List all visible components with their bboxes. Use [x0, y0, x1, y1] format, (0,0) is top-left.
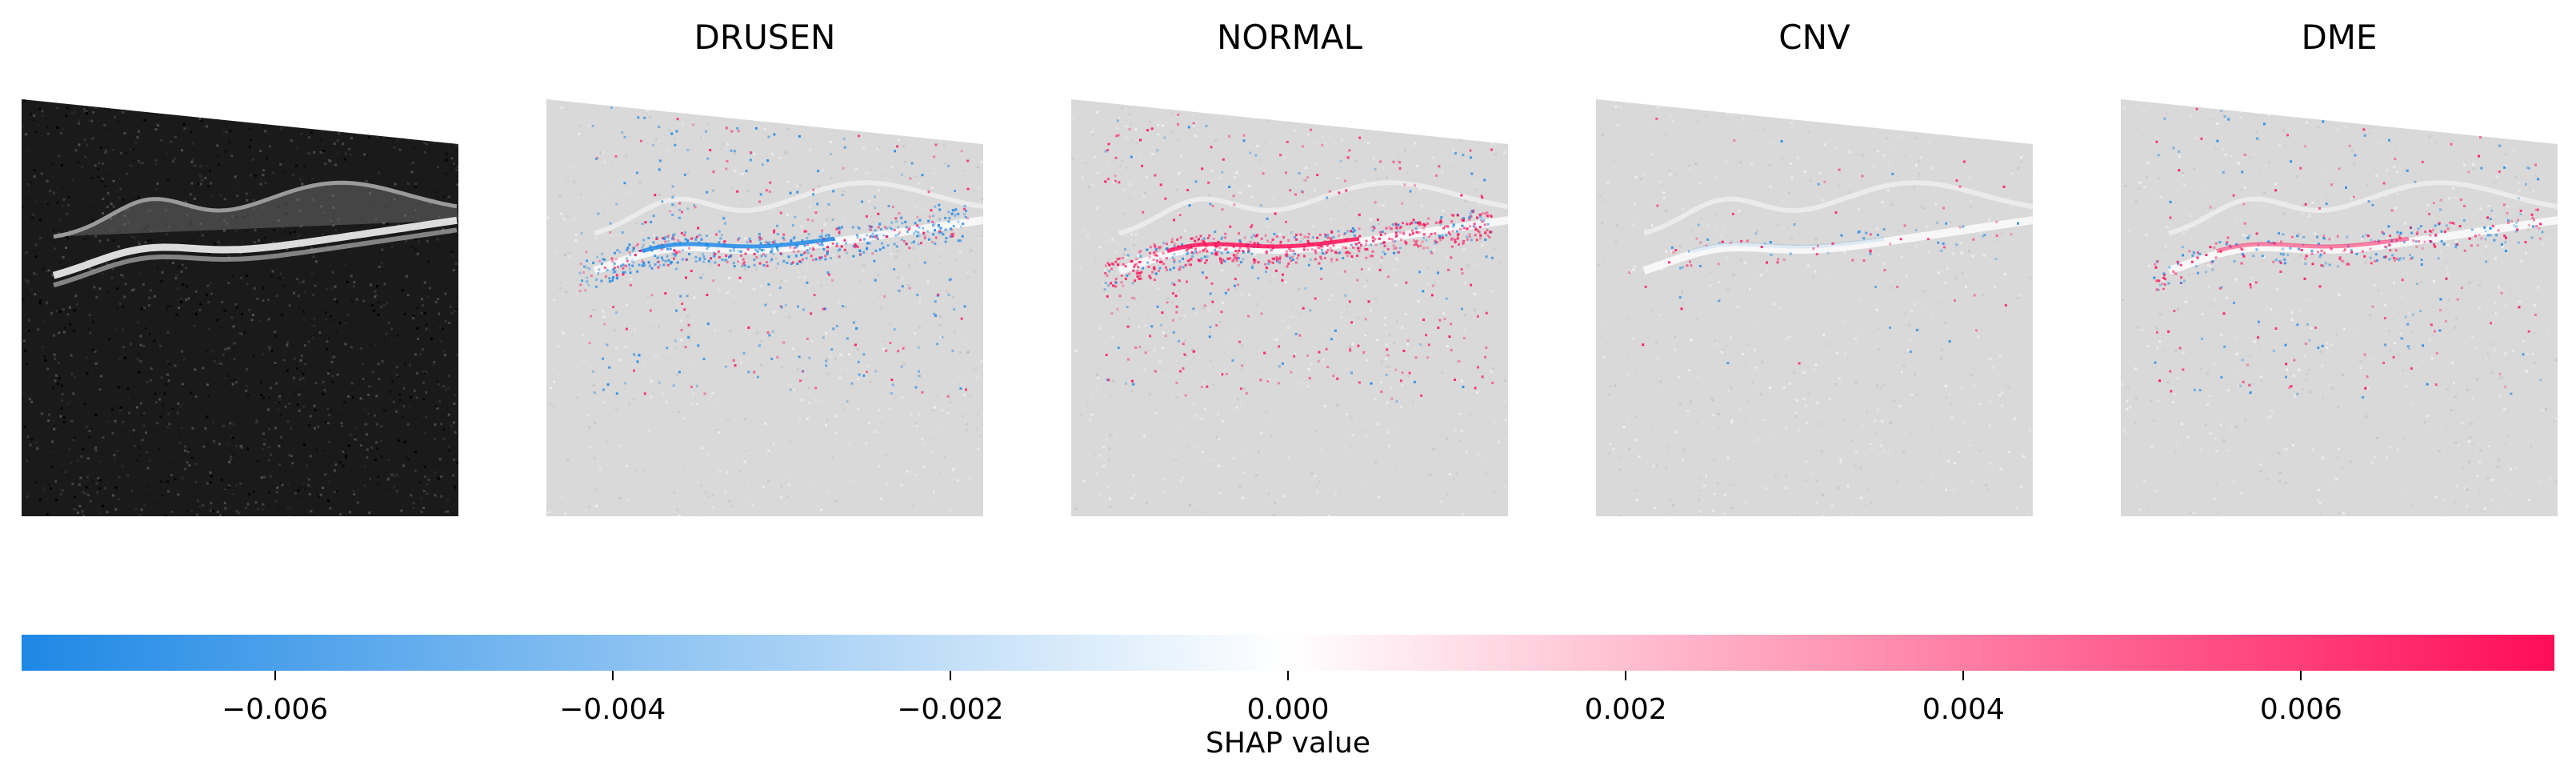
panel-input-oct: [22, 80, 458, 516]
colorbar-tick-label: 0.004: [1922, 693, 2005, 726]
shap-cnv-svg: [1596, 99, 2033, 516]
colorbar-tick-label: −0.004: [559, 693, 666, 726]
panel-shap-drusen: [546, 80, 983, 516]
panel-title-drusen: DRUSEN: [694, 18, 836, 57]
input-oct-image-svg: [22, 99, 458, 516]
colorbar-label: SHAP value: [1205, 727, 1371, 760]
colorbar-tick-label: 0.000: [1246, 693, 1330, 726]
shap-dme-attributions: [2153, 107, 2544, 399]
colorbar-tick: [949, 671, 951, 680]
panel-title-cnv: CNV: [1778, 18, 1850, 57]
shap-drusen-svg: [546, 99, 983, 516]
colorbar-tick: [274, 671, 276, 680]
colorbar-axis: −0.006 −0.004 −0.002 0.000 0.002 0.004 0.006: [22, 671, 2554, 726]
panel-shap-dme: [2121, 80, 2558, 516]
panel-title-normal: NORMAL: [1216, 18, 1363, 57]
shap-normal-attributions: [1103, 113, 1494, 403]
shap-normal-svg: [1071, 99, 1508, 516]
colorbar-tick-label: −0.006: [221, 693, 329, 726]
colorbar-tick: [611, 671, 614, 680]
colorbar-tick: [2300, 671, 2302, 680]
panel-shap-cnv: [1596, 80, 2033, 516]
colorbar-tick: [1287, 671, 1289, 680]
colorbar-tick-label: −0.002: [897, 693, 1004, 726]
shap-drusen-attributions: [578, 106, 970, 403]
shap-colorbar: [22, 635, 2554, 671]
shap-cnv-attributions: [1628, 117, 2019, 365]
shap-dme-svg: [2121, 99, 2558, 516]
colorbar-tick: [1962, 671, 1965, 680]
panel-title-dme: DME: [2301, 18, 2378, 57]
colorbar-tick-label: 0.006: [2259, 693, 2342, 726]
colorbar-tick-label: 0.002: [1584, 693, 1667, 726]
panel-shap-normal: [1071, 80, 1508, 516]
colorbar-tick: [1625, 671, 1627, 680]
